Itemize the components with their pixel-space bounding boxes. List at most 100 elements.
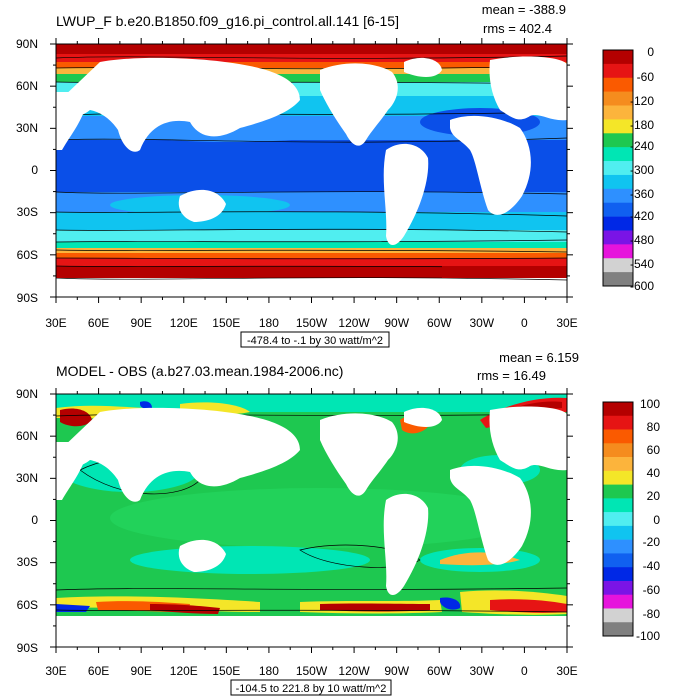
lon-label: 120W [338,316,370,330]
lat-label: 30N [16,471,38,485]
lat-label: 60S [17,248,38,262]
colorbar-label: -240 [630,139,654,153]
lon-label: 0 [521,664,528,678]
lat-label: 30S [17,205,38,219]
lat-label: 60N [16,429,38,443]
colorbar-swatch [603,258,633,273]
range-label: -478.4 to -.1 by 30 watt/m^2 [247,335,383,347]
lon-label: 60W [427,316,452,330]
colorbar-label: -600 [630,279,654,293]
lat-label: 90N [16,387,38,401]
lat-label: 60S [17,598,38,612]
colorbar-swatch [603,147,633,162]
colorbar-swatch [603,539,633,554]
lat-label: 0 [31,513,38,527]
colorbar-swatch [603,161,633,176]
colorbar-swatch [603,105,633,120]
lat-label: 60N [16,79,38,93]
lon-ticks [55,388,568,653]
lat-label: 90S [17,641,38,655]
colorbar-swatch [603,50,633,65]
lon-label: 30E [556,316,577,330]
lon-label: 30W [469,316,494,330]
colorbar-label: 100 [640,397,660,411]
colorbar-swatch [603,415,633,430]
mean-label: mean = 6.159 [499,350,579,365]
lon-label: 60E [88,316,109,330]
range-box: -478.4 to -.1 by 30 watt/m^2 [240,331,390,348]
lon-axis-labels: 30E 60E 90E 120E 150E 180 150W 120W 90W … [45,664,577,678]
colorbar-swatch [603,244,633,259]
lon-label: 30E [556,664,577,678]
colorbar-swatch [603,429,633,444]
colorbar-labels: 100 80 60 40 20 0 -20 -40 -60 -80 -100 [636,397,660,643]
lon-label: 180 [259,316,279,330]
colorbar-label: 20 [647,489,661,503]
lat-label: 90S [17,291,38,305]
lon-label: 90W [384,316,409,330]
colorbar-label: -180 [630,118,654,132]
colorbar-swatch [603,525,633,540]
colorbar-swatch [603,608,633,623]
colorbar-swatch [603,133,633,148]
colorbar-label: -100 [636,629,660,643]
colorbar-label: -120 [630,94,654,108]
colorbar-swatch [603,402,633,417]
colorbar-label: -540 [630,257,654,271]
rms-label: rms = 402.4 [483,21,552,36]
panel-title: LWUP_F b.e20.B1850.f09_g16.pi_control.al… [56,13,399,29]
colorbar-frame [602,401,634,637]
lat-label: 90N [16,37,38,51]
colorbar-label: -360 [630,187,654,201]
colorbar-label: -60 [643,583,661,597]
lat-axis-labels: 90N 60N 30N 0 30S 60S 90S [16,387,38,655]
range-label: -104.5 to 221.8 by 10 watt/m^2 [236,683,387,695]
colorbar-swatch [603,443,633,458]
lon-label: 120E [170,316,198,330]
lat-label: 30N [16,121,38,135]
colorbar-label: -480 [630,233,654,247]
lon-label: 30E [45,316,66,330]
lon-label: 0 [521,316,528,330]
colorbar-swatch [603,188,633,203]
lon-axis-labels: 30E 60E 90E 120E 150E 180 150W 120W 90W … [45,316,577,330]
lon-label: 120W [338,664,370,678]
colorbar-label: -300 [630,163,654,177]
lon-ticks [55,38,568,303]
lat-label: 30S [17,555,38,569]
lon-label: 30W [469,664,494,678]
colorbar-label: -20 [643,535,661,549]
colorbar [602,49,634,287]
colorbar-swatch [603,470,633,485]
range-box: -104.5 to 221.8 by 10 watt/m^2 [230,679,392,696]
mean-label: mean = -388.9 [482,2,566,17]
panel-bottom: MODEL - OBS (a.b27.03.mean.1984-2006.nc)… [16,350,660,696]
colorbar-swatch [603,498,633,513]
colorbar-swatch [603,457,633,472]
map-field [56,394,567,647]
colorbar-label: 40 [647,466,661,480]
land-masks [56,406,567,647]
colorbar-label: -80 [643,607,661,621]
colorbar-label: 0 [653,513,660,527]
colorbar-swatch [603,484,633,499]
lon-label: 150W [296,664,328,678]
colorbar-label: -60 [637,70,655,84]
colorbar-swatch [603,512,633,527]
colorbar-label: 80 [647,420,661,434]
lon-label: 150E [212,316,240,330]
lon-label: 90W [384,664,409,678]
colorbar-frame [602,49,634,287]
colorbar [602,401,634,637]
lat-label: 0 [31,163,38,177]
colorbar-label: 0 [647,45,654,59]
lon-label: 60E [88,664,109,678]
lon-label: 120E [170,664,198,678]
lat-axis-labels: 90N 60N 30N 0 30S 60S 90S [16,37,38,305]
colorbar-swatch [603,553,633,568]
colorbar-swatch [603,230,633,245]
land-masks [56,56,567,297]
colorbar-swatch [603,567,633,582]
colorbar-swatch [603,91,633,106]
